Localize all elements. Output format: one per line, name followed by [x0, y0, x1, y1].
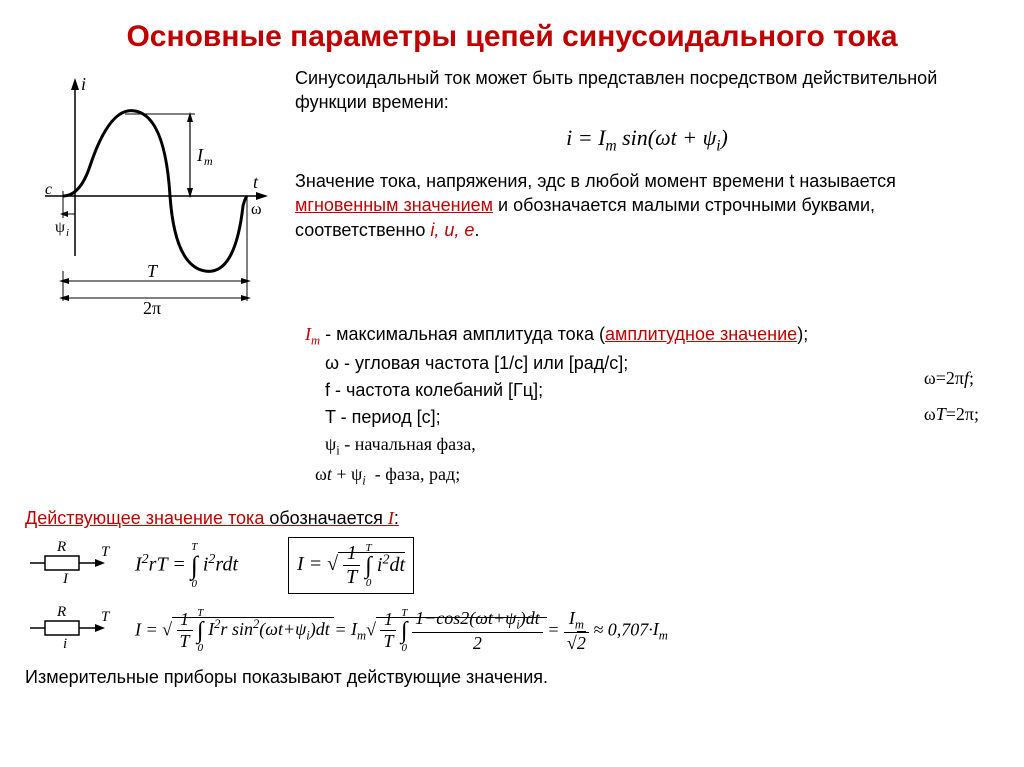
svg-text:i: i	[63, 636, 67, 652]
rms-equation-2: R T i I = √ 1T T∫0 I2r sin2(ωt+ψi)dt = I…	[25, 604, 999, 657]
formula-omega-T: ωT=2π;	[924, 396, 979, 432]
svg-text:R: R	[56, 604, 66, 620]
resistor-lower-diagram: R T i	[25, 604, 115, 657]
svg-text:m: m	[204, 154, 213, 168]
resistor-upper-diagram: R T I	[25, 539, 115, 592]
page-title: Основные параметры цепей синусоидального…	[25, 20, 999, 54]
c-label: c	[45, 181, 52, 198]
def-psi: ψi - начальная фаза,	[325, 431, 999, 460]
side-formulas: ω=2πf; ωT=2π;	[924, 360, 979, 432]
intro-text-1: Синусоидальный ток может быть представле…	[295, 66, 999, 115]
axis-omega-label: ω	[251, 201, 262, 218]
sine-graph: i t ω I m ψ i c T 2π	[25, 66, 280, 321]
rms-result-box: I = √ 1T T∫0 i2dt	[288, 537, 414, 594]
rms-integral-1: I2rT = T∫0 i2rdt	[135, 542, 238, 590]
def-Im: Im - максимальная амплитуда тока (амплит…	[305, 321, 999, 350]
svg-text:i: i	[66, 227, 69, 239]
def-T: T - период [с];	[325, 404, 999, 431]
intro-text-2: Значение тока, напряжения, эдс в любой м…	[295, 169, 999, 242]
main-formula: i = Im sin(ωt + ψi)	[295, 125, 999, 155]
psi-label: ψ	[55, 219, 65, 236]
axis-t-label: t	[253, 172, 259, 192]
svg-text:I: I	[62, 571, 69, 587]
period-label: T	[147, 261, 159, 281]
definitions-block: Im - максимальная амплитуда тока (амплит…	[305, 321, 999, 490]
axis-i-label: i	[81, 74, 86, 94]
amp-label: I	[196, 145, 204, 165]
def-omega: ω - угловая частота [1/с] или [рад/с];	[325, 350, 999, 377]
svg-text:T: T	[101, 544, 111, 560]
svg-text:T: T	[101, 609, 111, 625]
two-pi-label: 2π	[143, 298, 161, 316]
svg-text:R: R	[56, 539, 66, 555]
def-f: f - частота колебаний [Гц];	[325, 377, 999, 404]
formula-omega-f: ω=2πf;	[924, 360, 979, 396]
rms-derivation: I = √ 1T T∫0 I2r sin2(ωt+ψi)dt = Im√ 1T …	[135, 608, 668, 655]
footer-text: Измерительные приборы показывают действу…	[25, 667, 999, 688]
rms-label: Действующее значение тока обозначается I…	[25, 508, 999, 529]
rms-equation-1: R T I I2rT = T∫0 i2rdt I = √ 1T T∫0 i2dt	[25, 537, 999, 594]
def-phase: ωt + ψi - фаза, рад;	[315, 461, 999, 490]
